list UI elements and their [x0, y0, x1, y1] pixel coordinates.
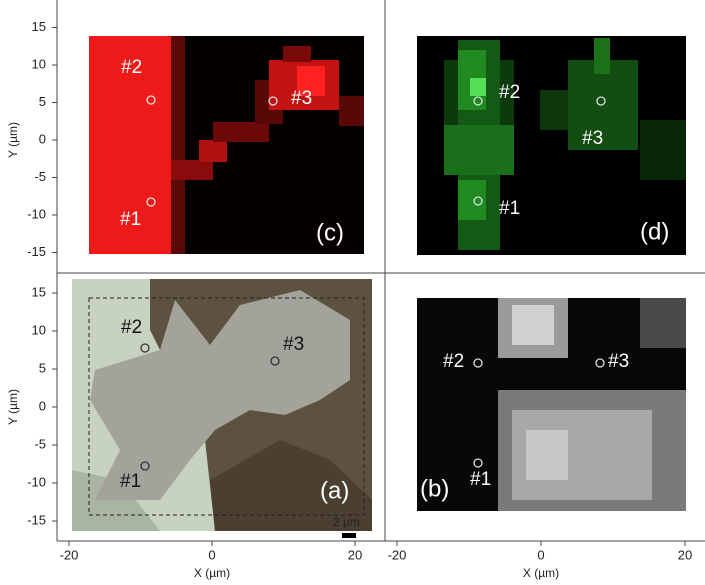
y-tick-label: -10 [27, 206, 46, 221]
point-label: #2 [443, 351, 464, 372]
y-tick-label: 15 [32, 284, 46, 299]
map-b: #1 #2 #3 (b) [417, 298, 686, 511]
panel-label: (b) [420, 475, 449, 502]
y-tick-label: 5 [39, 360, 46, 375]
axis-title: Y (µm) [6, 122, 20, 158]
x-tick-label: 0 [537, 547, 544, 562]
y-tick-label: -15 [27, 512, 46, 527]
x-tick-label: -20 [60, 547, 79, 562]
panel-label: (c) [316, 219, 344, 246]
point-label: #3 [608, 351, 629, 372]
y-tick-label: 10 [32, 322, 46, 337]
point-label: #3 [582, 128, 603, 149]
point-label: #3 [283, 334, 304, 355]
y-tick-label: -10 [27, 474, 46, 489]
point-label: #1 [470, 469, 491, 490]
point-label: #3 [291, 88, 312, 109]
axis-title: X (µm) [194, 566, 230, 580]
map-d: #1 #2 #3 (d) [417, 36, 686, 255]
ticks: 15 10 5 0 -5 -10 -15 15 10 5 0 -5 -10 -15 -20 0 20 -20 0 20 [27, 19, 692, 563]
y-tick-label: -5 [34, 169, 46, 184]
point-label: #2 [499, 82, 520, 103]
x-tick-label: 20 [348, 547, 362, 562]
point-label: #2 [121, 57, 142, 78]
y-tick-label: -15 [27, 244, 46, 259]
axis-title: X (µm) [523, 566, 559, 580]
panel-label: (d) [640, 218, 669, 245]
point-label: #2 [121, 317, 142, 338]
panel-label: (a) [320, 477, 349, 504]
y-tick-label: 10 [32, 56, 46, 71]
x-tick-label: 20 [678, 547, 692, 562]
y-tick-label: 5 [39, 94, 46, 109]
axis-title: Y (µm) [6, 389, 20, 425]
x-tick-label: -20 [388, 547, 407, 562]
photo-a: #1 #2 #3 (a) 2 µm [72, 279, 372, 538]
map-c: #1 #2 #3 (c) [89, 36, 364, 254]
point-label: #1 [499, 198, 520, 219]
y-tick-label: 0 [39, 131, 46, 146]
point-label: #1 [120, 471, 141, 492]
scale-bar-label: 2 µm [333, 515, 360, 529]
y-tick-label: 15 [32, 19, 46, 34]
x-tick-label: 0 [208, 547, 215, 562]
y-tick-label: 0 [39, 398, 46, 413]
frame [56, 0, 705, 542]
point-label: #1 [120, 209, 141, 230]
y-tick-label: -5 [34, 436, 46, 451]
